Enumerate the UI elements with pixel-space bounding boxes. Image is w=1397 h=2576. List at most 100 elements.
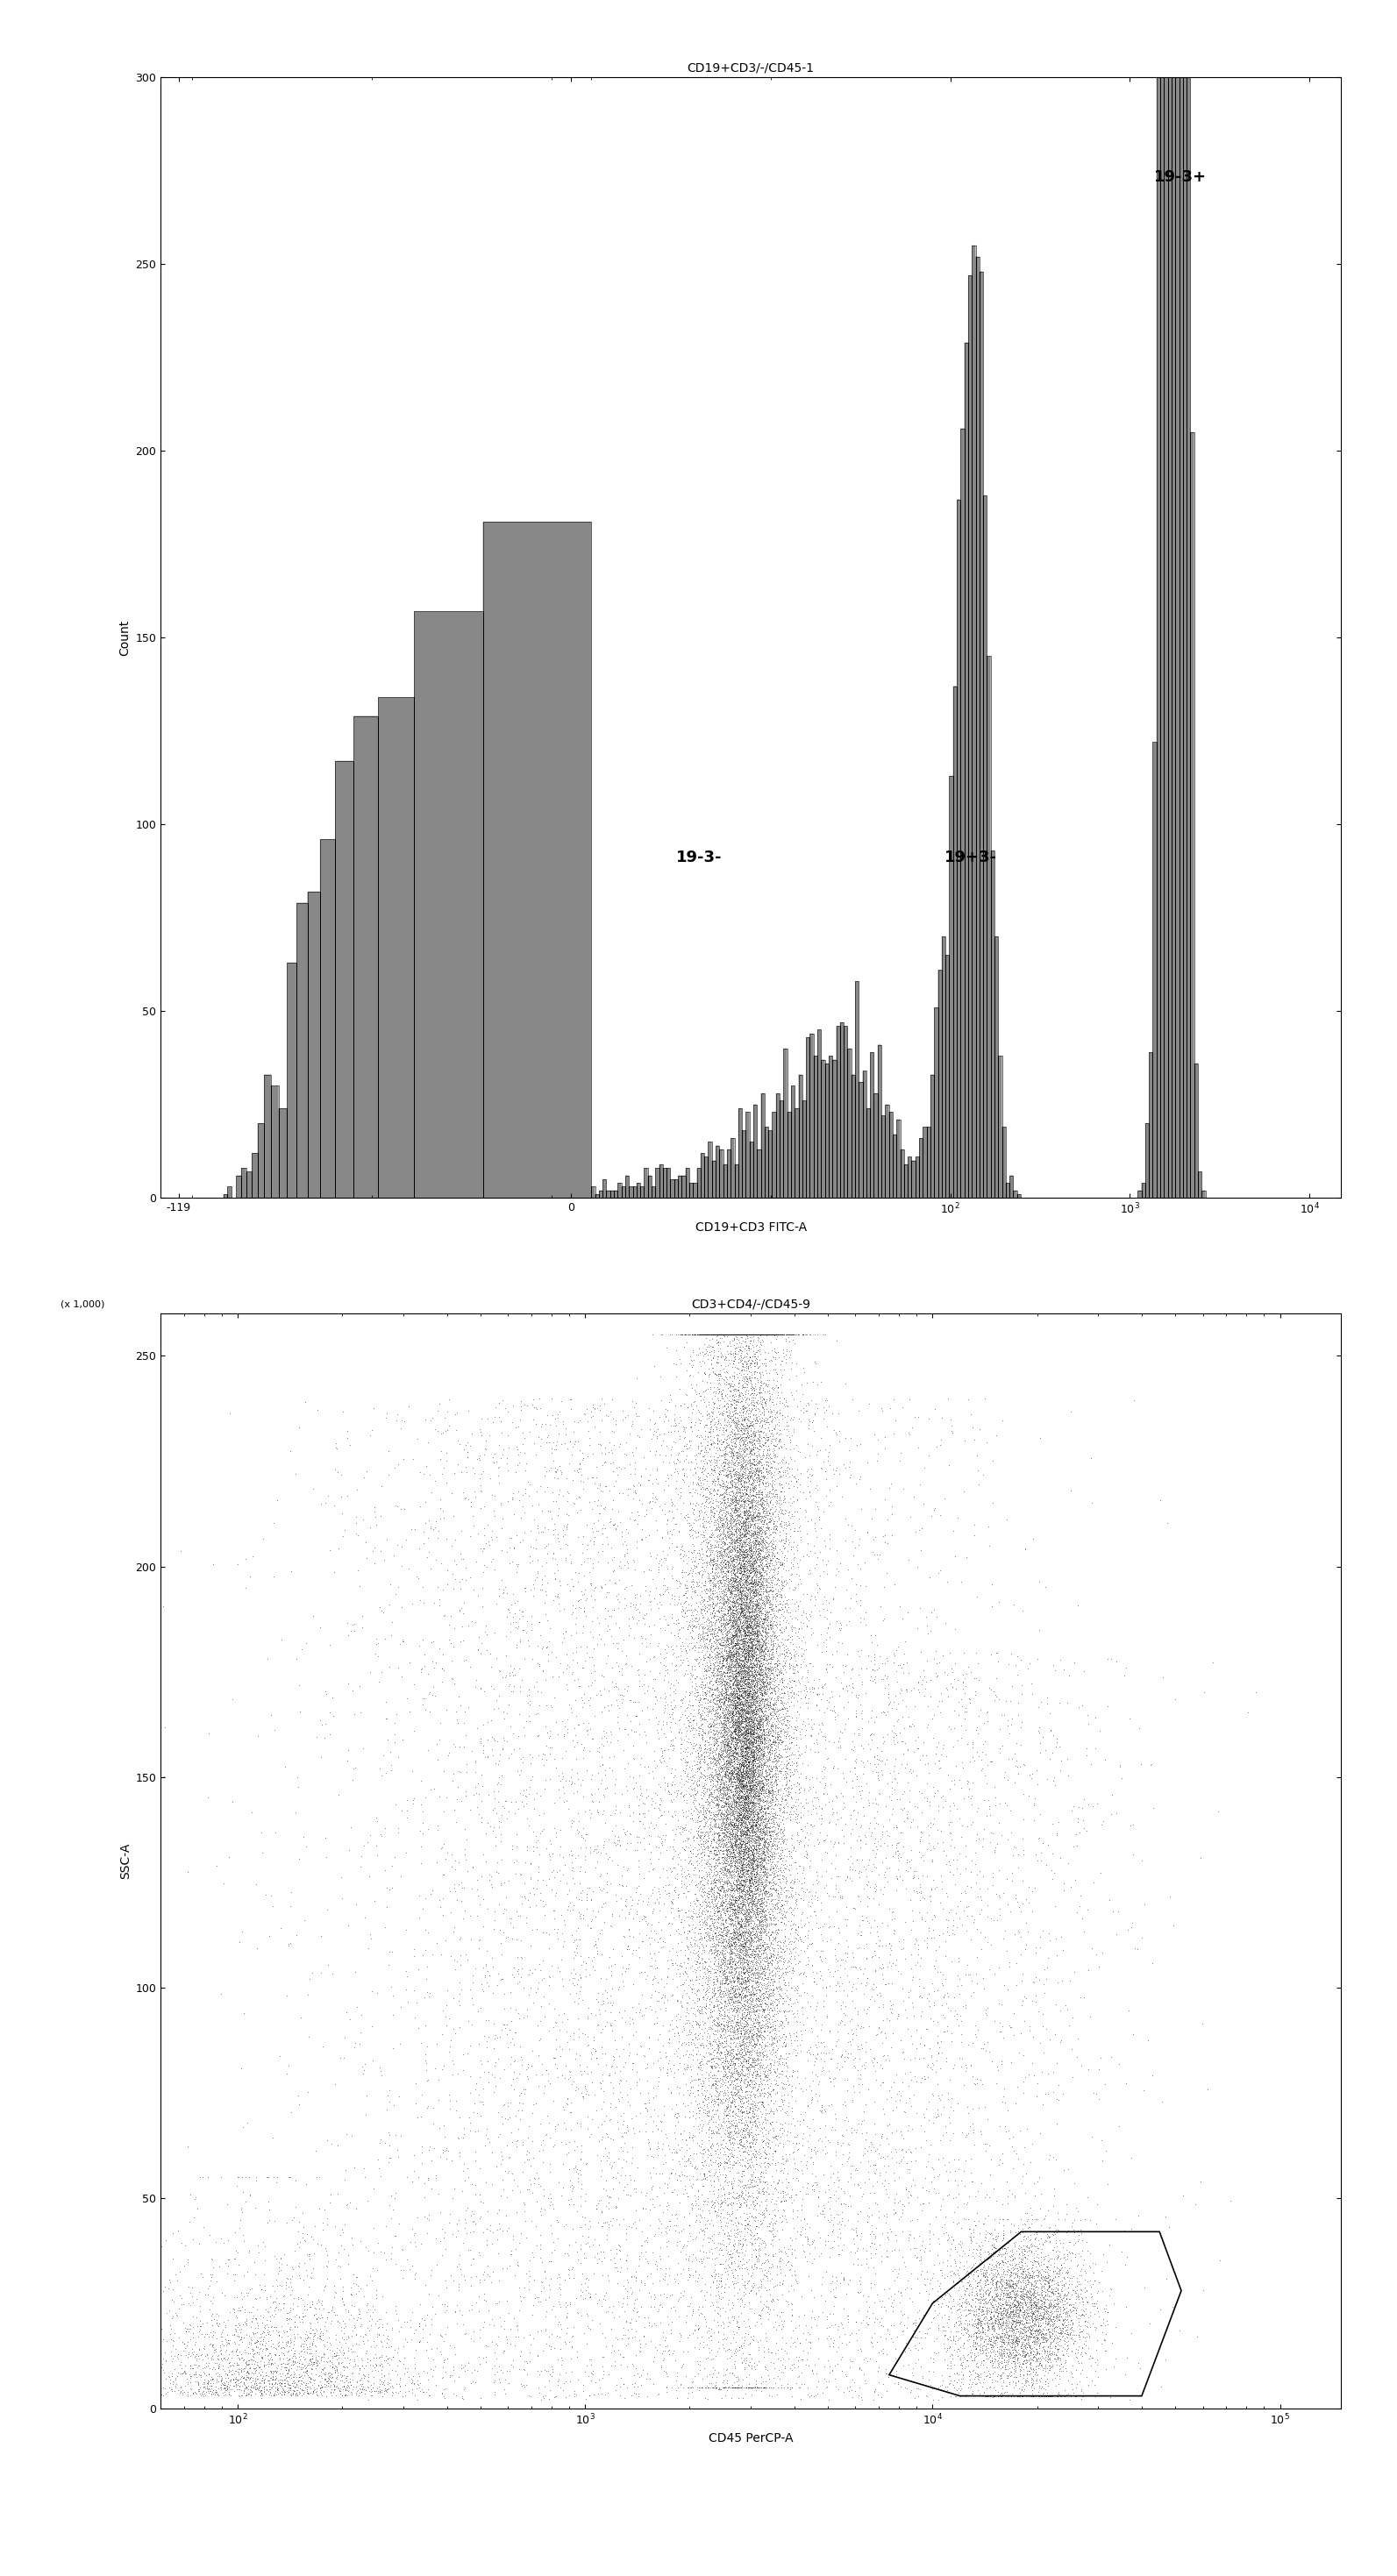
Point <box>763 1314 785 1355</box>
Point <box>711 1561 733 1602</box>
Point <box>742 1373 764 1414</box>
Point <box>281 2354 303 2396</box>
Point <box>739 1917 761 1958</box>
Point <box>1031 2313 1053 2354</box>
Point <box>759 1765 781 1806</box>
Point <box>482 1538 504 1579</box>
Point <box>676 2241 698 2282</box>
Point <box>271 2352 293 2393</box>
Point <box>379 1731 401 1772</box>
Point <box>1044 2300 1066 2342</box>
Point <box>735 1674 757 1716</box>
Point <box>703 1777 725 1819</box>
Point <box>742 1878 764 1919</box>
Point <box>613 1448 636 1489</box>
Point <box>722 2125 745 2166</box>
Point <box>732 1734 754 1775</box>
Point <box>717 1999 739 2040</box>
Point <box>712 1698 735 1739</box>
Point <box>728 1430 750 1471</box>
Point <box>747 1383 770 1425</box>
Point <box>728 1703 750 1744</box>
Point <box>890 2115 912 2156</box>
Point <box>708 1968 731 2009</box>
Point <box>743 2022 766 2063</box>
Point <box>1003 2267 1025 2308</box>
Point <box>729 1847 752 1888</box>
Point <box>689 1950 711 1991</box>
Point <box>240 2365 263 2406</box>
Point <box>771 1909 793 1950</box>
Point <box>766 1698 788 1739</box>
Point <box>236 2102 258 2143</box>
Point <box>739 1909 761 1950</box>
Point <box>821 1646 844 1687</box>
Point <box>693 1502 715 1543</box>
Point <box>739 2035 761 2076</box>
Point <box>742 1610 764 1651</box>
Point <box>436 2339 458 2380</box>
Point <box>726 1770 749 1811</box>
Point <box>990 2143 1013 2184</box>
Point <box>759 1847 781 1888</box>
Point <box>703 2079 725 2120</box>
Point <box>731 1631 753 1672</box>
Point <box>756 2002 778 2043</box>
Point <box>777 2110 799 2151</box>
Point <box>469 1471 492 1512</box>
Point <box>705 1445 728 1486</box>
Point <box>773 2069 795 2110</box>
Point <box>735 1669 757 1710</box>
Point <box>722 1651 745 1692</box>
Point <box>1076 1695 1098 1736</box>
Point <box>712 1314 735 1355</box>
Point <box>736 1754 759 1795</box>
Point <box>745 1515 767 1556</box>
Point <box>1071 1801 1094 1842</box>
Point <box>1024 2298 1046 2339</box>
Point <box>916 2259 939 2300</box>
Point <box>1045 2342 1067 2383</box>
Point <box>750 1698 773 1739</box>
Point <box>752 1899 774 1940</box>
Point <box>191 2362 214 2403</box>
Point <box>630 1772 652 1814</box>
Point <box>726 1999 749 2040</box>
Point <box>324 2334 346 2375</box>
Point <box>753 1499 775 1540</box>
Point <box>693 1736 715 1777</box>
Point <box>697 1775 719 1816</box>
Point <box>1013 2035 1035 2076</box>
Point <box>763 1811 785 1852</box>
Point <box>732 1592 754 1633</box>
Point <box>756 1803 778 1844</box>
Point <box>925 2097 947 2138</box>
Point <box>735 2339 757 2380</box>
Point <box>288 2372 310 2414</box>
Point <box>849 1584 872 1625</box>
Point <box>712 1540 735 1582</box>
Point <box>742 1873 764 1914</box>
Point <box>761 1492 784 1533</box>
Point <box>785 1370 807 1412</box>
Point <box>180 2354 203 2396</box>
Point <box>928 2172 950 2213</box>
Point <box>993 2069 1016 2110</box>
Point <box>1014 2282 1037 2324</box>
Point <box>732 1620 754 1662</box>
Point <box>721 1850 743 1891</box>
Point <box>725 1765 747 1806</box>
Point <box>1011 2269 1034 2311</box>
Point <box>351 2367 373 2409</box>
Point <box>733 1832 756 1873</box>
Point <box>842 1790 865 1832</box>
Point <box>753 1399 775 1440</box>
Point <box>967 1819 989 1860</box>
Point <box>726 1690 749 1731</box>
Point <box>581 2035 604 2076</box>
Point <box>781 1553 803 1595</box>
Point <box>594 1432 616 1473</box>
Point <box>1070 2295 1092 2336</box>
Point <box>739 2334 761 2375</box>
Point <box>243 2347 265 2388</box>
